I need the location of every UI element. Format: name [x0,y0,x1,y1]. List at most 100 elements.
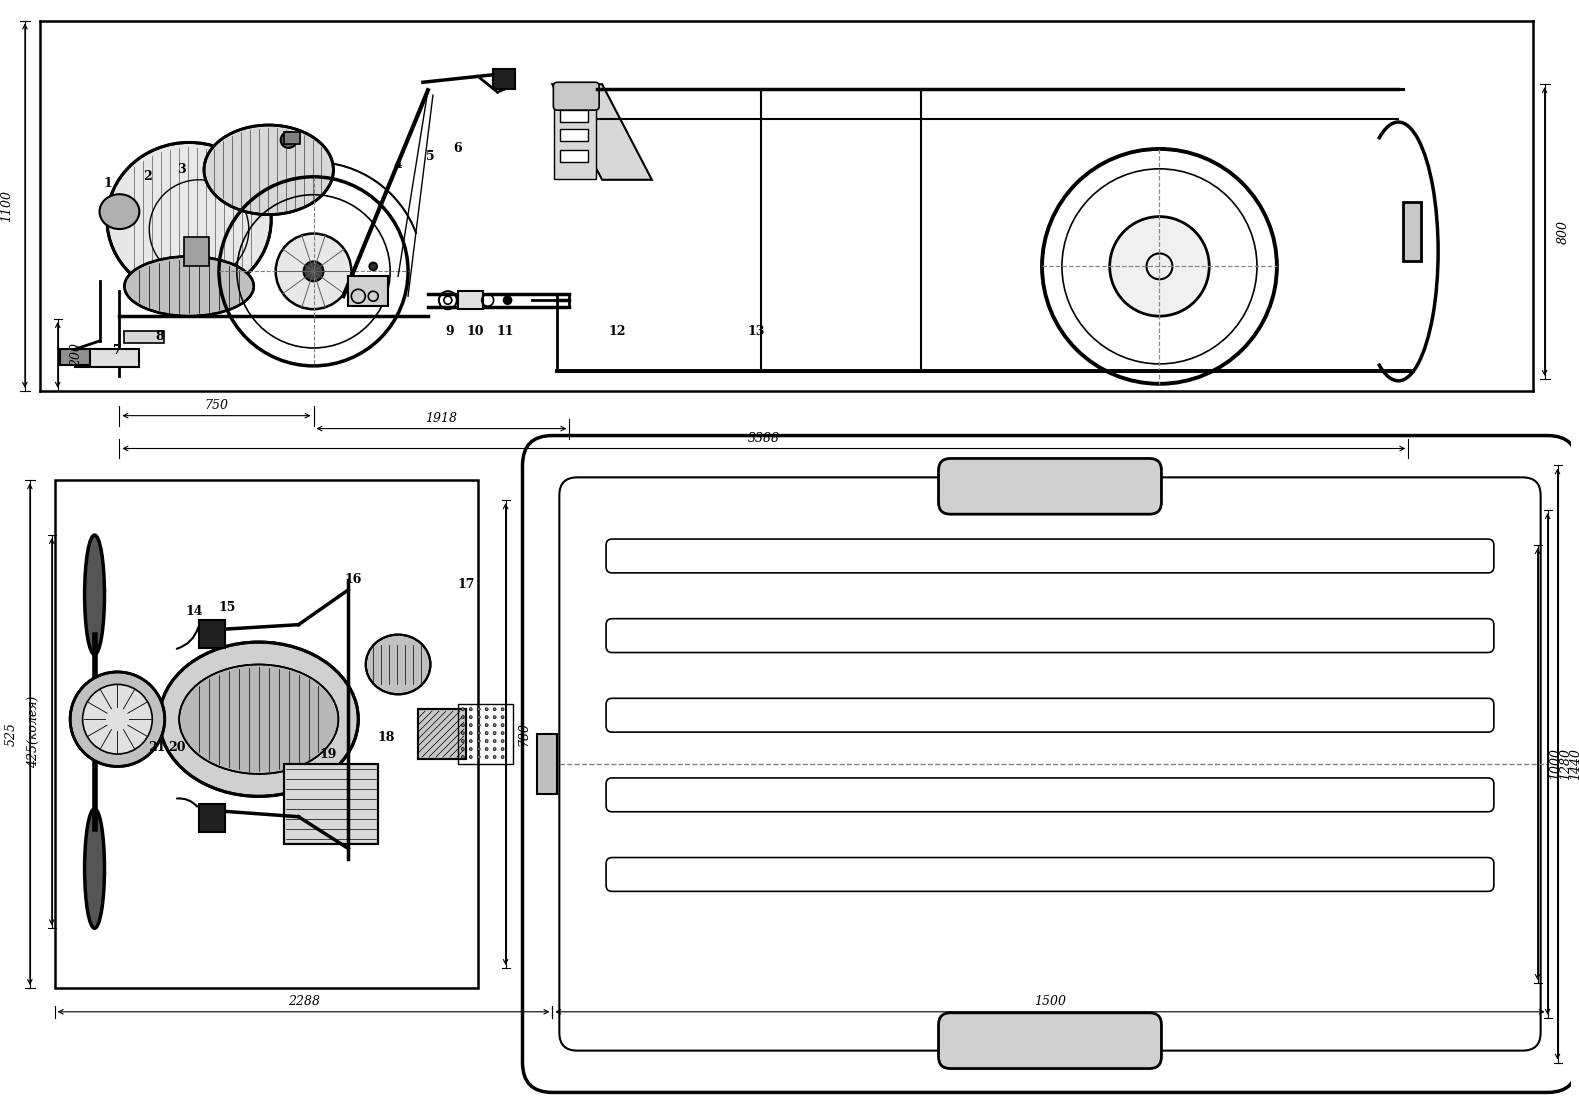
FancyBboxPatch shape [938,459,1162,514]
Text: 8: 8 [155,329,164,343]
Circle shape [493,732,496,735]
Circle shape [461,748,464,750]
Text: 425(колея): 425(колея) [27,695,39,768]
Bar [554,90,597,179]
Circle shape [501,732,504,735]
Ellipse shape [82,684,152,754]
Text: 780: 780 [518,723,531,746]
Bar [125,332,164,343]
FancyBboxPatch shape [553,82,598,110]
Text: 1500: 1500 [1034,996,1066,1009]
Text: 7: 7 [114,345,122,357]
Bar [537,734,557,793]
Bar [349,276,388,306]
Text: 5: 5 [426,150,434,164]
Bar [284,131,300,144]
Circle shape [493,748,496,750]
Bar [458,292,483,309]
Circle shape [501,739,504,743]
Bar [199,803,224,832]
FancyBboxPatch shape [606,778,1494,812]
Circle shape [469,748,472,750]
Ellipse shape [85,535,104,654]
Bar [284,764,379,843]
Text: 1280: 1280 [1560,748,1573,780]
Ellipse shape [178,664,338,774]
Circle shape [461,716,464,718]
Text: 525: 525 [5,723,17,746]
Text: 14: 14 [185,606,202,618]
Bar [418,709,466,759]
Circle shape [501,756,504,758]
Ellipse shape [85,809,104,928]
Text: 20: 20 [169,740,186,754]
Circle shape [485,732,488,735]
Text: 13: 13 [748,325,766,337]
Bar [60,349,90,365]
Circle shape [477,748,480,750]
Text: 1918: 1918 [425,412,458,425]
Circle shape [504,296,512,304]
Bar [561,129,589,141]
Ellipse shape [366,634,431,694]
Circle shape [281,131,297,148]
Bar [185,236,208,266]
Text: 16: 16 [344,573,362,587]
Text: 15: 15 [218,601,235,614]
Ellipse shape [69,672,164,767]
Text: 19: 19 [319,748,338,760]
FancyBboxPatch shape [938,1013,1162,1069]
Circle shape [303,262,324,282]
Circle shape [461,739,464,743]
Text: 4: 4 [393,158,403,171]
Circle shape [461,708,464,711]
Text: 17: 17 [456,578,475,591]
Circle shape [485,724,488,727]
Bar [493,70,515,90]
Circle shape [485,739,488,743]
Bar [458,704,513,764]
Circle shape [469,732,472,735]
Ellipse shape [159,642,358,797]
Text: 6: 6 [453,143,463,156]
Circle shape [469,724,472,727]
Ellipse shape [107,143,272,297]
Circle shape [461,724,464,727]
FancyBboxPatch shape [606,619,1494,653]
Text: 1100: 1100 [0,190,13,222]
Text: 1440: 1440 [1570,748,1579,780]
Circle shape [493,708,496,711]
Circle shape [477,756,480,758]
Text: 1000: 1000 [1549,748,1563,780]
Text: 200: 200 [69,343,82,367]
Text: 10: 10 [467,325,485,337]
Circle shape [493,716,496,718]
Circle shape [477,708,480,711]
Bar [199,620,224,648]
FancyBboxPatch shape [606,539,1494,572]
Circle shape [501,724,504,727]
Circle shape [501,708,504,711]
Circle shape [501,716,504,718]
Circle shape [485,716,488,718]
FancyBboxPatch shape [606,857,1494,892]
Circle shape [1110,217,1210,316]
Circle shape [461,732,464,735]
Bar [74,349,139,367]
Bar [418,709,466,759]
Ellipse shape [99,194,139,229]
Bar [55,481,478,988]
Text: 2288: 2288 [287,996,319,1009]
Text: 9: 9 [445,325,455,337]
Circle shape [477,716,480,718]
Circle shape [477,739,480,743]
Text: 3388: 3388 [748,432,780,445]
Text: 1: 1 [103,177,112,190]
Bar [561,150,589,161]
Bar [284,764,379,843]
Circle shape [485,708,488,711]
Circle shape [477,724,480,727]
Circle shape [485,756,488,758]
Circle shape [493,724,496,727]
Circle shape [485,748,488,750]
